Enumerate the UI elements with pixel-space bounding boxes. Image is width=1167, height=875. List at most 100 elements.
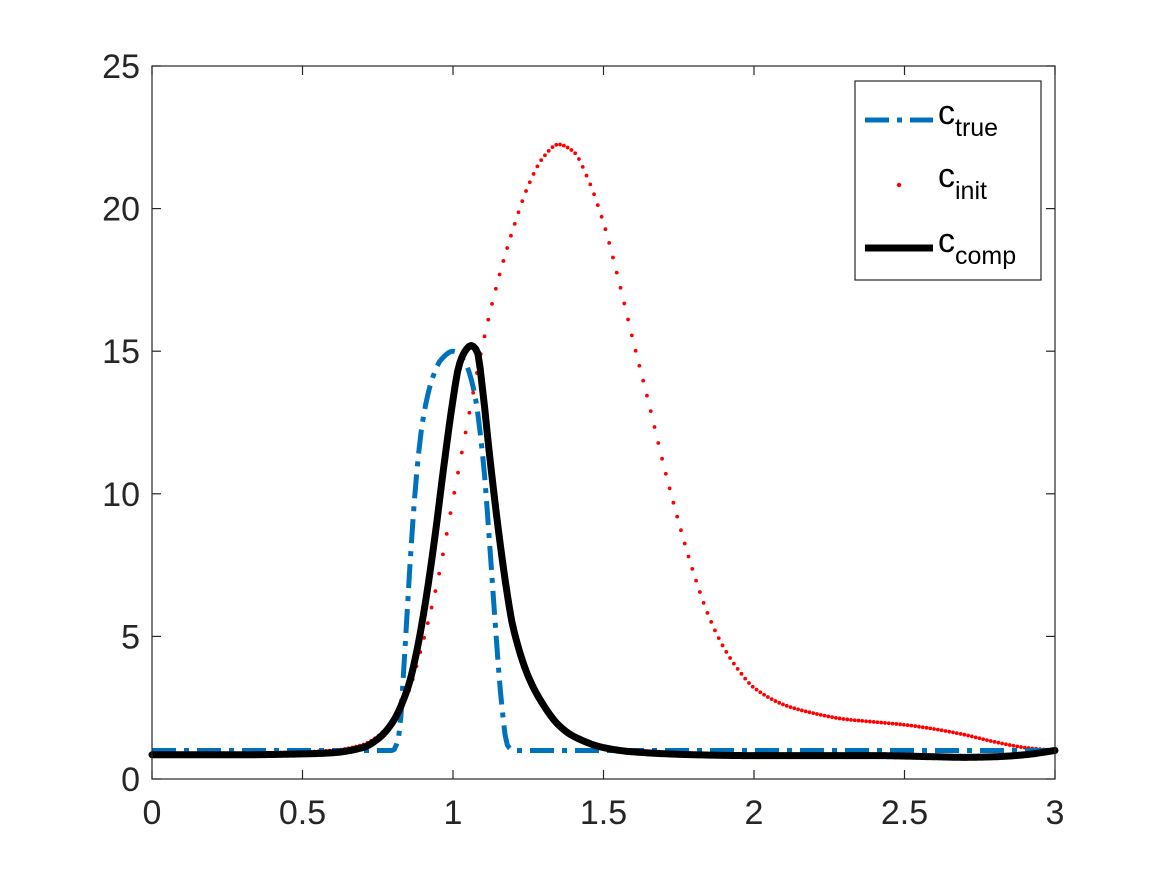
series-point-init	[909, 723, 914, 728]
series-point-init	[750, 684, 755, 689]
series-point-init	[777, 700, 782, 705]
series-point-init	[792, 706, 797, 711]
series-point-init	[626, 317, 630, 322]
series-point-init	[781, 702, 785, 707]
series-point-init	[811, 711, 816, 716]
series-point-init	[822, 713, 827, 718]
series-point-init	[512, 221, 517, 226]
series-point-init	[501, 259, 506, 263]
series-point-init	[618, 285, 623, 290]
series-point-init	[660, 456, 664, 461]
series-point-init	[898, 722, 902, 727]
series-point-init	[951, 730, 955, 735]
series-point-init	[614, 270, 619, 275]
series-point-init	[448, 511, 453, 515]
y-tick-label: 15	[102, 333, 140, 371]
series-point-init	[731, 661, 736, 666]
series-point-init	[459, 450, 464, 455]
series-point-init	[890, 721, 895, 726]
series-point-init	[690, 567, 695, 571]
series-point-init	[939, 728, 944, 733]
series-point-init	[845, 717, 850, 722]
legend-marker-init	[896, 182, 902, 188]
series-point-init	[720, 643, 725, 648]
series-point-init	[467, 410, 472, 415]
series-point-init	[505, 246, 510, 250]
series-point-init	[641, 378, 646, 383]
series-point-init	[747, 681, 751, 685]
series-point-init	[1011, 743, 1016, 748]
series-point-init	[1000, 741, 1004, 746]
series-layer	[148, 142, 1059, 761]
series-point-init	[743, 676, 748, 681]
series-point-init	[765, 695, 770, 699]
series-point-init	[622, 301, 627, 306]
x-tick-label: 2.5	[881, 794, 928, 832]
series-point-init	[554, 142, 559, 147]
legend-label-subscript: true	[955, 114, 998, 142]
series-point-init	[516, 210, 521, 215]
series-point-init	[954, 731, 959, 736]
series-point-init	[535, 164, 540, 169]
series-point-init	[985, 738, 989, 743]
series-point-init	[599, 214, 604, 219]
series-point-init	[928, 726, 933, 731]
series-point-init	[592, 192, 596, 197]
series-point-init	[603, 227, 608, 232]
series-point-init	[830, 715, 834, 720]
series-point-init	[856, 718, 861, 723]
series-point-init	[694, 578, 698, 583]
series-point-init	[482, 334, 487, 339]
series-point-init	[728, 656, 732, 660]
series-point-init	[1003, 742, 1008, 747]
y-tick-label: 5	[121, 618, 140, 656]
series-point-init	[580, 164, 585, 169]
series-point-init	[886, 721, 891, 726]
series-point-init	[735, 666, 740, 671]
series-point-init	[973, 735, 978, 740]
series-point-init	[724, 650, 729, 654]
legend-label-subscript: init	[955, 177, 987, 205]
series-point-init	[917, 724, 921, 729]
x-tick-label: 3	[1046, 794, 1065, 832]
series-point-init	[815, 712, 819, 716]
series-point-init	[826, 714, 831, 719]
series-point-init	[595, 203, 600, 208]
series-point-init	[652, 425, 657, 429]
series-point-init	[425, 621, 430, 625]
series-point-init	[716, 636, 721, 641]
y-tick-label: 10	[102, 476, 140, 514]
series-point-init	[962, 732, 967, 737]
series-point-init	[546, 148, 551, 153]
series-point-init	[799, 708, 804, 713]
series-point-init	[943, 729, 948, 733]
series-point-init	[803, 709, 808, 714]
series-point-init	[969, 734, 974, 739]
series-point-init	[520, 199, 525, 204]
series-point-init	[588, 182, 593, 187]
series-point-init	[981, 737, 986, 742]
series-point-init	[493, 286, 498, 291]
legend-label-base: c	[938, 222, 955, 260]
series-point-init	[433, 589, 438, 594]
series-point-init	[932, 727, 936, 731]
series-point-init	[573, 151, 578, 156]
series-point-init	[584, 173, 589, 178]
series-point-init	[833, 715, 838, 720]
legend-label-true: ctrue	[938, 94, 998, 142]
series-point-init	[441, 552, 445, 557]
y-tick-label: 20	[102, 191, 140, 229]
series-point-init	[818, 712, 823, 717]
series-point-init	[656, 441, 661, 445]
series-point-init	[966, 733, 970, 738]
series-point-init	[849, 717, 853, 722]
legend-label-subscript: comp	[955, 242, 1016, 270]
series-point-init	[456, 470, 460, 475]
series-point-init	[883, 721, 887, 725]
legend-label-comp: ccomp	[938, 222, 1016, 270]
series-point-init	[531, 172, 536, 176]
series-point-init	[452, 490, 457, 495]
series-point-init	[682, 541, 687, 546]
series-point-init	[471, 390, 476, 395]
